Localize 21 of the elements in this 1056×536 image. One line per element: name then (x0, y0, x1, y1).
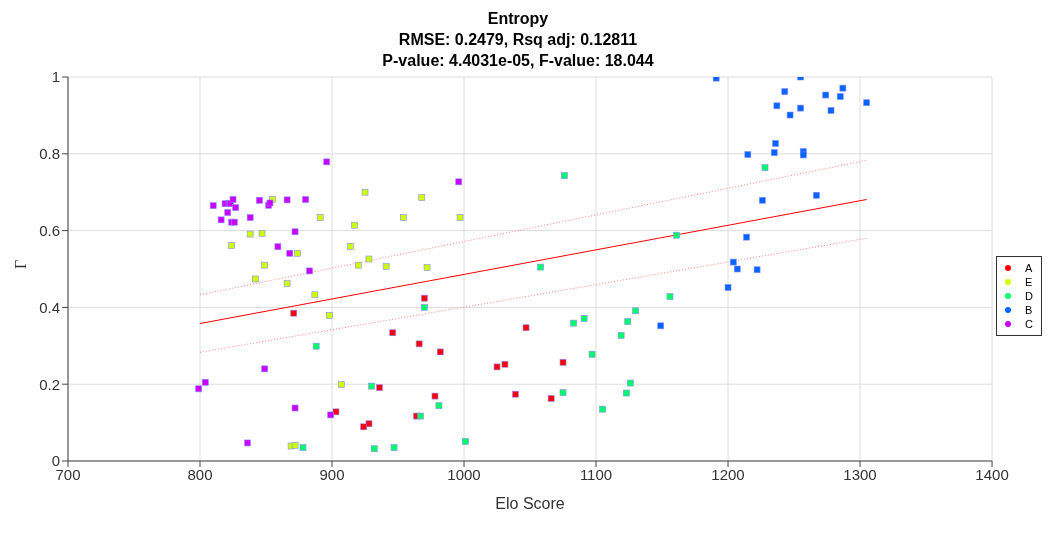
legend-label: E (1025, 275, 1033, 289)
legend-label: B (1025, 303, 1033, 317)
chart-title: Entropy (486, 9, 550, 29)
x-tick-label: 800 (187, 465, 213, 483)
legend-label: D (1025, 289, 1033, 303)
legend-label: C (1025, 317, 1033, 331)
x-tick-label: 1100 (579, 465, 613, 483)
x-tick-label: 1400 (975, 465, 1009, 483)
chart-subtitle: RMSE: 0.2479, Rsq adj: 0.12811 P-value: 4.4031e-05, F-value: 18.044 (381, 30, 655, 69)
x-tick-label: 1000 (447, 465, 481, 483)
y-tick-label: 0.6 (39, 221, 60, 239)
y-axis-title: Γ (11, 259, 29, 269)
y-tick-label: 1 (51, 68, 60, 86)
y-tick-label: 0.8 (39, 145, 60, 163)
y-tick-label: 0.4 (39, 298, 60, 316)
x-axis-title: Elo Score (495, 495, 565, 512)
legend-label: A (1025, 261, 1033, 275)
x-tick-label: 1200 (711, 465, 745, 483)
x-tick-label: 900 (319, 465, 345, 483)
y-tick-label: 0.2 (39, 375, 60, 393)
x-tick-label: 1300 (843, 465, 877, 483)
